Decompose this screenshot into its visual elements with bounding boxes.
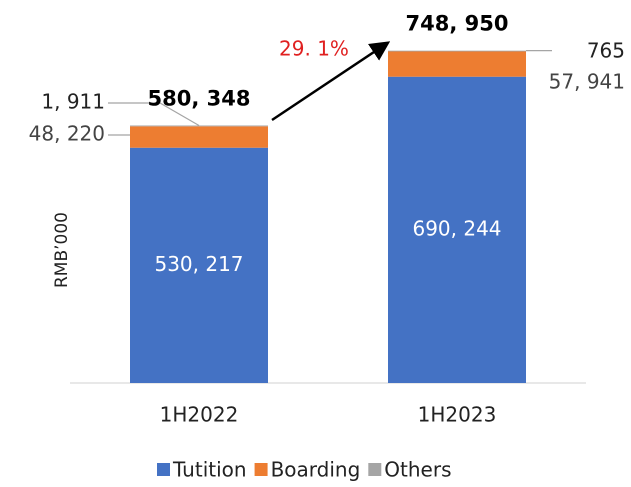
value-label: 690, 244 xyxy=(412,216,501,240)
x-tick-label: 1H2023 xyxy=(418,403,497,427)
value-label: 57, 941 xyxy=(549,70,625,94)
value-label: 530, 217 xyxy=(154,252,243,276)
bar-segment xyxy=(388,50,526,77)
value-label: 1, 911 xyxy=(41,90,105,114)
legend-label: Others xyxy=(384,458,451,482)
legend-swatch xyxy=(157,463,170,476)
total-label: 748, 950 xyxy=(406,12,509,36)
value-label: 765 xyxy=(587,39,625,63)
total-label: 580, 348 xyxy=(148,86,251,110)
leader-line xyxy=(108,102,200,126)
bar-segment xyxy=(388,76,526,383)
bar-segment xyxy=(130,126,268,148)
value-label: 48, 220 xyxy=(29,122,105,146)
bar-segment xyxy=(388,50,526,52)
growth-label: 29. 1% xyxy=(279,37,349,61)
growth-arrow xyxy=(271,41,391,122)
legend-label: Tutition xyxy=(172,458,247,482)
x-tick-label: 1H2022 xyxy=(160,403,239,427)
legend-label: Boarding xyxy=(271,458,361,482)
legend-swatch xyxy=(368,463,382,476)
bar-segment xyxy=(130,125,268,127)
bar-segment xyxy=(130,147,268,383)
legend-swatch xyxy=(254,463,268,476)
y-axis-label: RMB’000 xyxy=(52,212,72,288)
